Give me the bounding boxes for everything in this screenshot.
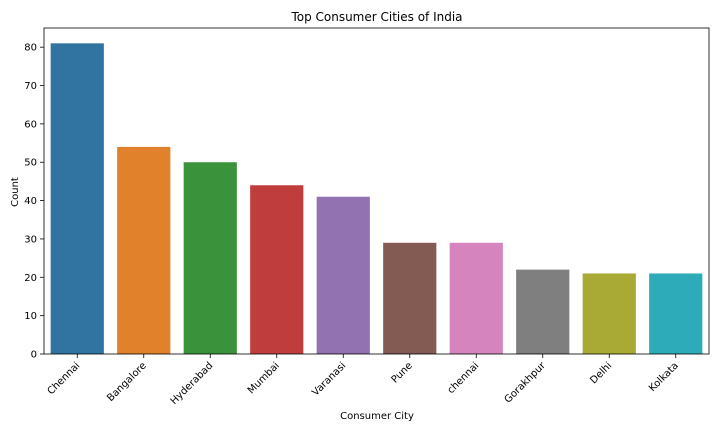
bar-delhi [582, 273, 636, 354]
x-tick-label-delhi: Delhi [588, 360, 614, 386]
y-axis-label: Count [10, 177, 21, 207]
y-tick-label: 10 [24, 311, 37, 322]
x-tick-label-chennai: Chennai [46, 360, 83, 397]
x-tick-label-bangalore: Bangalore [105, 360, 149, 404]
bar-chennai [449, 242, 503, 354]
bar-bangalore [117, 146, 171, 354]
bars-layer [50, 43, 703, 355]
bar-hyderabad [183, 162, 237, 354]
chart-title: Top Consumer Cities of India [290, 10, 462, 24]
plot-frame [43, 27, 710, 355]
x-tick-label-hyderabad: Hyderabad [169, 360, 216, 407]
bar-kolkata [649, 273, 703, 354]
y-tick-label: 0 [31, 350, 37, 361]
x-tick-label-chennai: chennai [446, 360, 482, 396]
x-tick-label-kolkata: Kolkata [647, 360, 681, 394]
y-tick-label: 60 [24, 119, 37, 130]
bar-pune [383, 242, 437, 354]
x-tick-label-gorakhpur: Gorakhpur [503, 360, 549, 406]
x-axis-label: Consumer City [340, 411, 414, 422]
y-tick-label: 40 [24, 196, 37, 207]
y-tick-label: 50 [24, 158, 37, 169]
y-tick-label: 70 [24, 81, 37, 92]
bar-mumbai [250, 185, 304, 354]
y-tick-label: 20 [24, 273, 37, 284]
x-tick-label-mumbai: Mumbai [246, 360, 282, 396]
y-tick-label: 80 [24, 43, 37, 54]
bar-chennai [50, 43, 104, 355]
x-tick-label-varanasi: Varanasi [310, 360, 348, 398]
y-tick-label: 30 [24, 234, 37, 245]
bar-varanasi [316, 196, 370, 354]
bar-gorakhpur [516, 269, 570, 354]
x-tick-label-pune: Pune [390, 360, 415, 385]
